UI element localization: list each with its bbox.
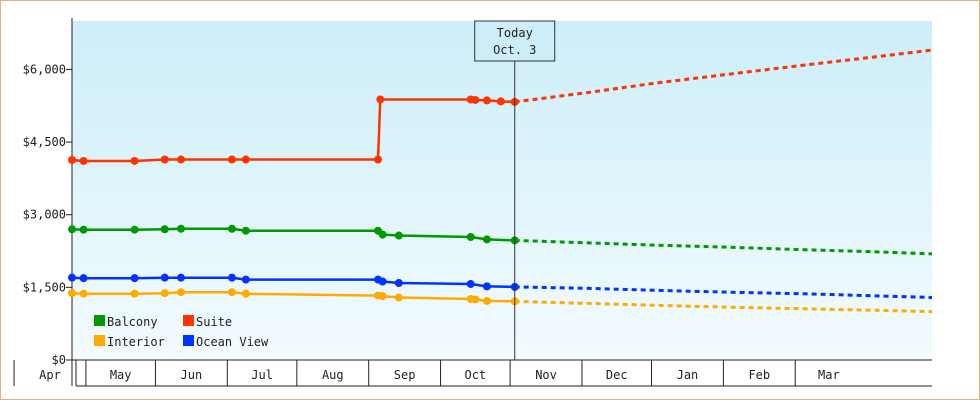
data-point [482,96,491,105]
month-label: Feb [748,368,770,382]
data-point [471,95,480,104]
month-label: Sep [394,368,416,382]
legend-swatch [183,335,194,346]
x-axis: Apr May Jun Jul Aug Sep Oct Nov Dec Jan Feb Mar [13,359,932,387]
data-point [394,231,403,240]
data-point [373,155,382,164]
forecast-line [514,285,933,299]
data-point [241,275,250,284]
y-tick-label: $0 [52,353,66,367]
data-point [466,232,475,241]
data-point [79,156,88,165]
data-point [466,279,475,288]
data-point [68,225,76,234]
today-box [474,20,556,62]
data-point [241,155,250,164]
data-point [176,273,185,282]
forecast-line [514,48,933,104]
data-point [227,224,236,233]
data-point [160,155,169,164]
data-point [482,282,491,291]
data-point [482,296,491,305]
data-point [227,288,236,297]
series-suite [68,48,933,165]
series-interior [68,288,933,314]
data-point [227,155,236,164]
data-point [130,225,139,234]
data-point [378,292,387,301]
month-label: Aug [322,368,344,382]
y-tick-label: $3,000 [23,208,66,222]
month-label: Mar [818,368,840,382]
data-point [378,230,387,239]
y-tick-label: $4,500 [23,135,66,149]
data-point [68,155,76,164]
y-axis: $0 $1,500 $3,000 $4,500 $6,000 [23,18,73,386]
forecast-line [514,299,933,314]
data-point [471,295,480,304]
today-label: Today [497,26,533,40]
series-layer [68,48,933,314]
legend-swatch [183,315,194,326]
data-point [68,289,76,298]
data-point [176,155,185,164]
data-point [176,288,185,297]
legend-label: Ocean View [196,335,269,349]
data-point [130,274,139,283]
data-point [130,289,139,298]
legend-label: Suite [196,315,232,329]
today-marker: Today Oct. 3 [474,20,556,360]
series-balcony [68,224,933,256]
data-point [160,289,169,298]
legend-swatch [94,335,105,346]
data-point [482,235,491,244]
month-label: May [110,368,132,382]
y-tick-label: $1,500 [23,280,66,294]
data-point [160,225,169,234]
data-point [79,274,88,283]
legend-label: Balcony [107,315,158,329]
today-date-label: Oct. 3 [493,43,536,57]
month-label: Nov [535,368,557,382]
data-point [376,95,385,104]
legend: Balcony Suite Interior Ocean View [94,315,269,349]
y-tick-label: $6,000 [23,62,66,76]
data-point [160,273,169,282]
data-point [394,293,403,302]
series-ocean-view [68,273,933,299]
plot-area [72,21,932,360]
data-point [79,289,88,298]
data-point [394,278,403,287]
data-point [496,97,505,106]
data-point [227,273,236,282]
data-point [68,273,76,282]
data-point [241,289,250,298]
data-point [241,226,250,235]
legend-swatch [94,315,105,326]
data-point [130,156,139,165]
month-label: Jan [677,368,699,382]
legend-label: Interior [107,335,165,349]
data-point [176,224,185,233]
forecast-line [514,238,933,256]
month-label: Apr [39,368,61,382]
data-point [378,277,387,286]
month-label: Jun [181,368,203,382]
data-point [79,225,88,234]
month-label: Dec [606,368,628,382]
month-label: Jul [251,368,273,382]
month-label: Oct [464,368,486,382]
